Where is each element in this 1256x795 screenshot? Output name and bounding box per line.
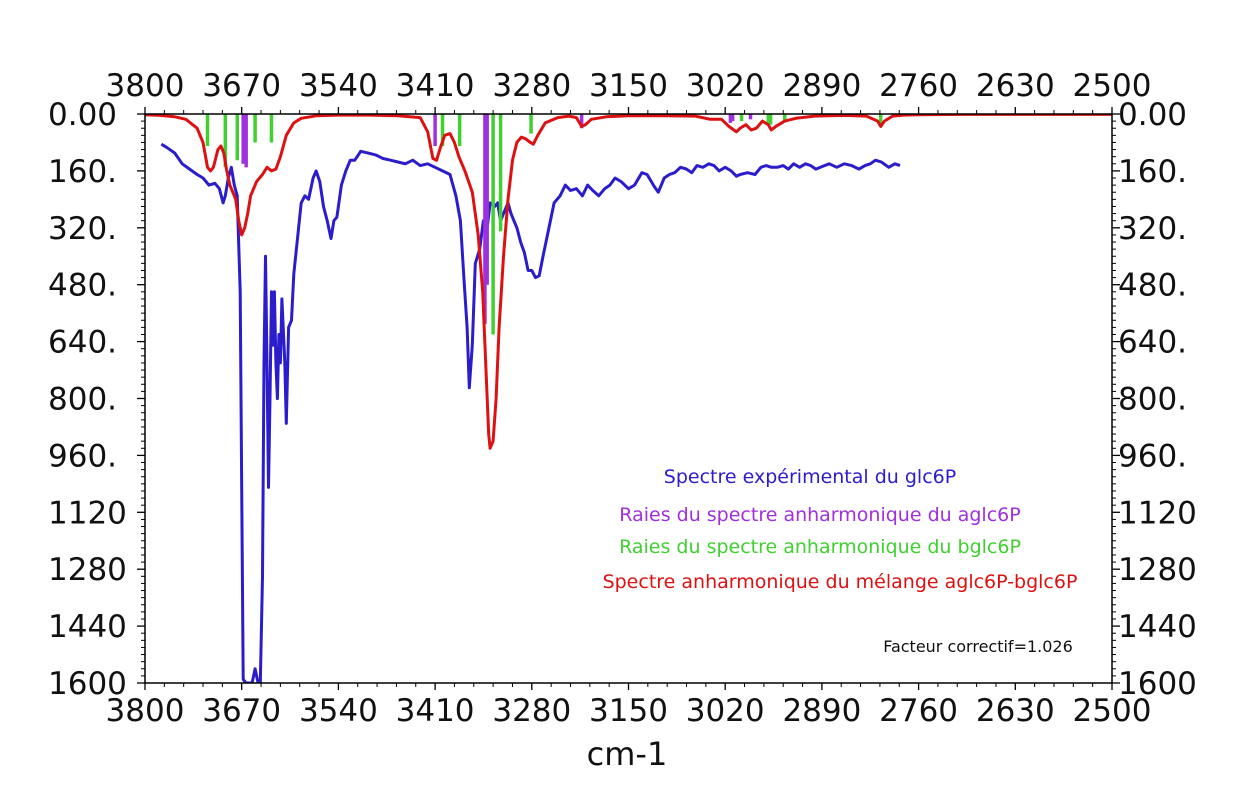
correction-factor-note: Facteur correctif=1.026 [883, 637, 1073, 656]
y-tick-label-right: 0.00 [1118, 97, 1187, 133]
y-tick-label-left: 960. [48, 438, 117, 474]
x-tick-label-top: 3800 [106, 68, 185, 104]
legend-entry-experimental: Spectre expérimental du glc6P [664, 466, 956, 488]
y-tick-label-left: 1600 [48, 666, 127, 702]
y-tick-label-left: 160. [48, 154, 117, 190]
x-tick-label-top: 3150 [589, 68, 668, 104]
y-tick-label-left: 800. [48, 382, 117, 418]
x-tick-label-top: 3280 [492, 68, 571, 104]
x-tick-label-bottom: 3020 [686, 693, 765, 729]
plot-frame [144, 113, 1113, 684]
legend-entry-mixture: Spectre anharmonique du mélange aglc6P-b… [603, 571, 1078, 593]
y-tick-label-left: 1120 [48, 495, 127, 531]
legend-entry-bglc6p: Raies du spectre anharmonique du bglc6P [619, 536, 1021, 558]
x-tick-label-top: 3540 [299, 68, 378, 104]
plot-border [144, 113, 1113, 684]
series-layer [145, 114, 1112, 683]
y-tick-label-left: 1280 [48, 552, 127, 588]
x-tick-label-bottom: 2630 [976, 693, 1055, 729]
x-tick-label-top: 2760 [879, 68, 958, 104]
y-tick-label-right: 320. [1118, 211, 1187, 247]
x-tick-label-bottom: 3410 [396, 693, 475, 729]
x-tick-label-bottom: 2500 [1073, 693, 1152, 729]
x-tick-label-top: 3670 [202, 68, 281, 104]
x-tick-label-top: 3020 [686, 68, 765, 104]
y-tick-label-right: 1280 [1118, 552, 1197, 588]
y-tick-label-right: 1600 [1118, 666, 1197, 702]
series-line-3 [145, 114, 1112, 450]
y-tick-label-right: 1440 [1118, 609, 1197, 645]
x-tick-label-top: 2500 [1073, 68, 1152, 104]
y-tick-label-right: 960. [1118, 438, 1187, 474]
y-tick-label-right: 640. [1118, 325, 1187, 361]
y-tick-label-right: 800. [1118, 382, 1187, 418]
y-tick-label-right: 1120 [1118, 495, 1197, 531]
y-tick-label-left: 0.00 [48, 97, 117, 133]
x-tick-label-bottom: 3670 [202, 693, 281, 729]
y-tick-label-left: 480. [48, 268, 117, 304]
x-tick-label-bottom: 3150 [589, 693, 668, 729]
legend: Spectre expérimental du glc6P Raies du s… [603, 466, 1078, 593]
x-tick-label-top: 2890 [782, 68, 861, 104]
x-tick-label-bottom: 2760 [879, 693, 958, 729]
y-tick-label-left: 640. [48, 325, 117, 361]
y-tick-label-right: 480. [1118, 268, 1187, 304]
x-tick-label-bottom: 3540 [299, 693, 378, 729]
tick-marks [137, 107, 1120, 690]
x-tick-label-bottom: 3280 [492, 693, 571, 729]
series-line-0 [160, 142, 901, 683]
y-tick-label-left: 320. [48, 211, 117, 247]
x-axis-label: cm-1 [587, 735, 668, 773]
y-tick-label-right: 160. [1118, 154, 1187, 190]
x-tick-label-bottom: 2890 [782, 693, 861, 729]
x-tick-label-bottom: 3800 [106, 693, 185, 729]
tick-labels: 3800 3800 3670 3670 3540 3540 3410 3410 3280 3280… [48, 68, 1197, 729]
y-tick-label-left: 1440 [48, 609, 127, 645]
x-tick-label-top: 3410 [396, 68, 475, 104]
legend-entry-aglc6p: Raies du spectre anharmonique du aglc6P [619, 504, 1020, 526]
x-tick-label-top: 2630 [976, 68, 1055, 104]
